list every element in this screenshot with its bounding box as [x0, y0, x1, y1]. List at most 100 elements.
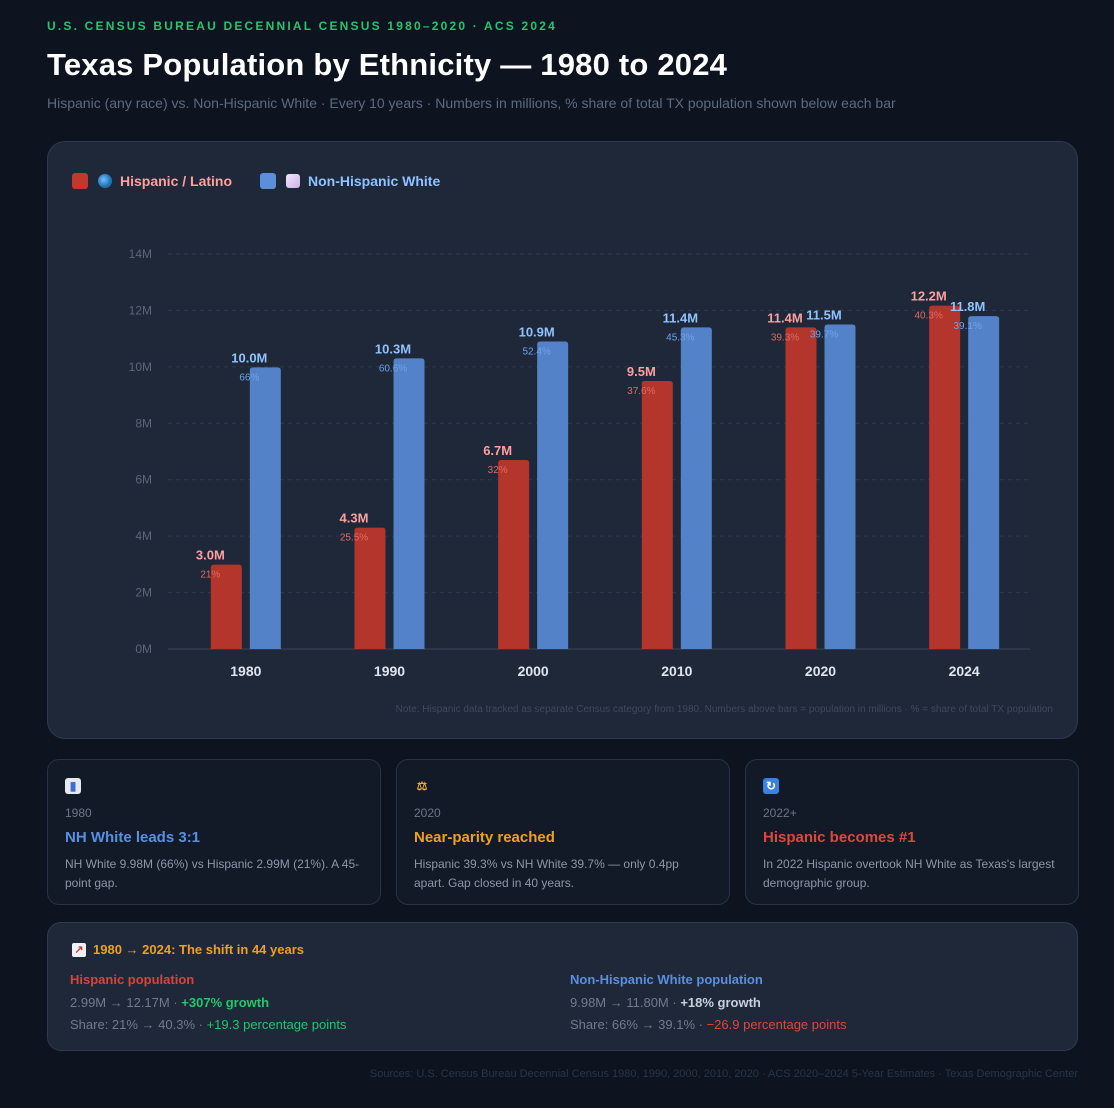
shift-hispanic: Hispanic population 2.99M → 12.17M · +30…: [70, 972, 346, 1039]
y-tick-label: 6M: [135, 473, 152, 487]
bar-white: [680, 327, 712, 649]
data-label-white: 11.8M: [950, 299, 985, 314]
shift-white-pop: 9.98M → 11.80M · +18% growth: [570, 995, 761, 1010]
share-label-hispanic: 39.3%: [771, 332, 799, 343]
share-change: +19.3 percentage points: [206, 1017, 347, 1032]
card-year: 1980: [65, 806, 92, 820]
source-eyebrow: U.S. CENSUS BUREAU DECENNIAL CENSUS 1980…: [47, 19, 557, 33]
page-subtitle: Hispanic (any race) vs. Non-Hispanic Whi…: [47, 95, 896, 111]
data-label-white: 11.5M: [806, 308, 841, 323]
legend-label-white: Non-Hispanic White: [308, 173, 441, 189]
bar-white: [537, 341, 569, 649]
legend-label-hispanic: Hispanic / Latino: [120, 173, 233, 189]
data-label-white: 10.3M: [375, 341, 411, 356]
y-tick-label: 10M: [129, 360, 152, 374]
trend-up-icon: ↗: [72, 942, 86, 957]
x-tick-label: 2010: [661, 663, 692, 679]
share-label-hispanic: 37.6%: [627, 386, 655, 397]
chart-card: Hispanic / Latino Non-Hispanic White 0M 2…: [47, 141, 1078, 739]
growth: +307% growth: [181, 995, 270, 1010]
share-label-white: 45.3%: [666, 332, 694, 343]
y-tick-label: 12M: [129, 303, 152, 317]
shift-hispanic-share: Share: 21% → 40.3% · +19.3 percentage po…: [70, 1017, 347, 1032]
shift-white: Non-Hispanic White population 9.98M → 11…: [570, 972, 846, 1039]
scales-icon: ⚖: [416, 779, 428, 793]
data-label-hispanic: 4.3M: [340, 511, 369, 526]
data-label-white: 10.9M: [519, 324, 555, 339]
data-label-hispanic: 6.7M: [483, 443, 512, 458]
y-tick-label: 14M: [129, 247, 152, 261]
bar-hispanic: [498, 459, 530, 649]
shift-heading: ↗ 1980 → 2024: The shift in 44 years: [72, 942, 304, 957]
bar-white: [968, 316, 1000, 649]
legend-swatch-hispanic: [72, 173, 88, 189]
insight-card-2020: ⚖ 2020 Near-parity reached Hispanic 39.3…: [396, 759, 730, 905]
shift-hispanic-title: Hispanic population: [70, 972, 195, 987]
bar-white: [824, 324, 856, 649]
y-tick-label: 2M: [135, 586, 152, 600]
data-label-white: 10.0M: [231, 350, 267, 365]
share-label-hispanic: 32%: [488, 465, 508, 476]
card-text: Hispanic 39.3% vs NH White 39.7% — only …: [414, 857, 679, 890]
shift-hispanic-pop: 2.99M → 12.17M · +307% growth: [70, 995, 270, 1010]
card-heading: NH White leads 3:1: [65, 829, 201, 846]
data-label-hispanic: 12.2M: [911, 289, 947, 304]
shift-white-share: Share: 66% → 39.1% · −26.9 percentage po…: [570, 1017, 847, 1032]
y-tick-label: 4M: [135, 529, 152, 543]
bar-white: [249, 367, 281, 649]
legend-item-white[interactable]: Non-Hispanic White: [260, 173, 440, 189]
legend-swatch-white: [260, 173, 277, 189]
x-tick-label: 1980: [230, 663, 261, 679]
bar-hispanic: [929, 305, 961, 649]
globe-icon: [98, 174, 112, 188]
data-label-hispanic: 9.5M: [627, 364, 656, 379]
bar-hispanic: [354, 527, 386, 649]
card-heading: Near-parity reached: [414, 829, 555, 846]
repeat-icon: ↻: [763, 778, 779, 794]
insight-card-1980: ▮ 1980 NH White leads 3:1 NH White 9.98M…: [47, 759, 381, 905]
pop-range: 9.98M → 11.80M: [570, 995, 669, 1010]
bar-hispanic: [641, 380, 673, 649]
data-label-white: 11.4M: [663, 310, 698, 325]
share-label-white: 39.7%: [810, 330, 838, 341]
x-tick-label: 1990: [374, 663, 405, 679]
share-label-hispanic: 21%: [200, 570, 220, 581]
share-label-white: 66%: [239, 372, 259, 383]
growth: +18% growth: [680, 995, 761, 1010]
bar-hispanic: [210, 564, 242, 649]
page-title: Texas Population by Ethnicity — 1980 to …: [47, 47, 728, 82]
share-label-white: 39.1%: [953, 321, 981, 332]
white-square-icon: [286, 174, 301, 188]
sources-footer: Sources: U.S. Census Bureau Decennial Ce…: [369, 1068, 1078, 1080]
y-tick-label: 0M: [135, 642, 152, 656]
y-tick-label: 8M: [135, 416, 152, 430]
card-text: In 2022 Hispanic overtook NH White as Te…: [763, 857, 1055, 890]
x-tick-label: 2020: [805, 663, 836, 679]
insight-card-2022: ↻ 2022+ Hispanic becomes #1 In 2022 Hisp…: [745, 759, 1079, 905]
card-year: 2022+: [763, 806, 797, 820]
share-label-hispanic: 40.3%: [914, 311, 942, 322]
bar-chart-icon: ▮: [65, 778, 81, 794]
x-tick-label: 2000: [518, 663, 549, 679]
bar-hispanic: [785, 327, 817, 649]
shift-white-title: Non-Hispanic White population: [570, 972, 763, 987]
insight-cards: ▮ 1980 NH White leads 3:1 NH White 9.98M…: [47, 759, 1079, 905]
pop-range: 2.99M → 12.17M: [70, 995, 170, 1010]
share-change: −26.9 percentage points: [706, 1017, 847, 1032]
legend-item-hispanic[interactable]: Hispanic / Latino: [72, 173, 232, 189]
card-heading: Hispanic becomes #1: [763, 829, 916, 846]
share-label-hispanic: 25.5%: [340, 533, 368, 544]
share-range: Share: 66% → 39.1%: [570, 1017, 696, 1032]
data-label-hispanic: 11.4M: [767, 310, 802, 325]
share-label-white: 52.4%: [522, 346, 550, 357]
bar-white: [393, 358, 425, 649]
chart-legend: Hispanic / Latino Non-Hispanic White: [72, 173, 440, 189]
card-text: NH White 9.98M (66%) vs Hispanic 2.99M (…: [65, 857, 360, 890]
shift-heading-text: 1980 → 2024: The shift in 44 years: [93, 942, 304, 957]
x-tick-label: 2024: [949, 663, 980, 679]
share-range: Share: 21% → 40.3%: [70, 1017, 196, 1032]
chart-note: Note: Hispanic data tracked as separate …: [395, 704, 1053, 715]
share-label-white: 60.6%: [379, 363, 407, 374]
shift-summary: ↗ 1980 → 2024: The shift in 44 years His…: [47, 922, 1078, 1051]
bar-chart: 0M 2M 4M 6M 8M 10M 12M 14M 3.0M 21% 10.0M 66% 1980 4.…: [129, 247, 1030, 679]
